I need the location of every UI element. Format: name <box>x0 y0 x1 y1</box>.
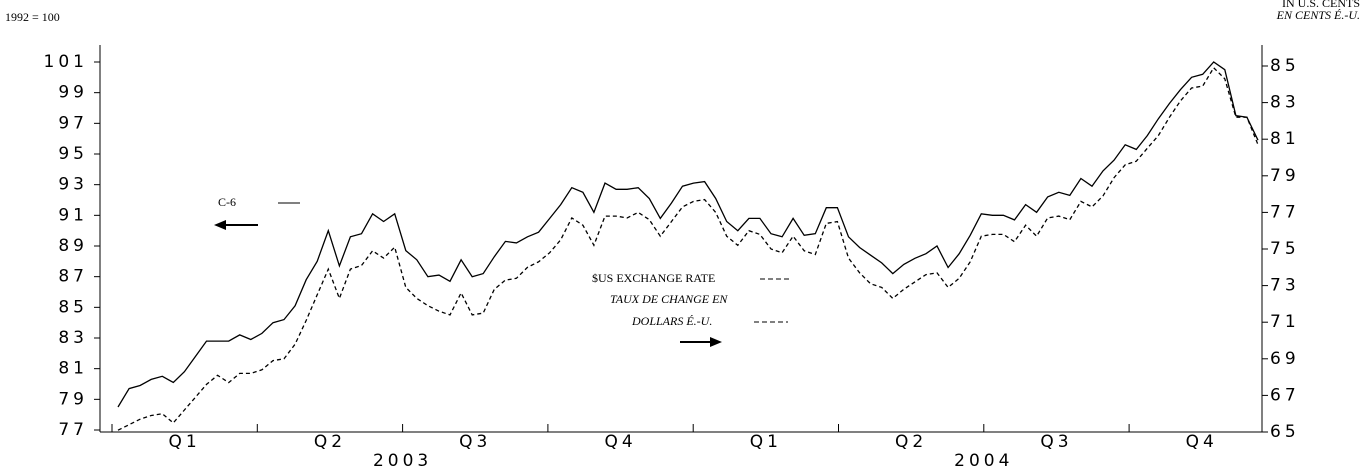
series-line <box>117 66 1259 431</box>
series-line <box>117 61 1259 408</box>
y2-tick-label: 71 <box>1270 312 1300 332</box>
legend-label: $US EXCHANGE RATE <box>592 271 715 285</box>
y-tick-label: 91 <box>58 205 88 225</box>
year-label: 2004 <box>954 451 1013 470</box>
y2-tick-label: 75 <box>1270 239 1300 259</box>
x-tick-label: Q1 <box>750 432 782 452</box>
year-label: 2003 <box>373 451 432 470</box>
y-tick-label: 79 <box>58 389 88 409</box>
y2-tick-label: 81 <box>1270 129 1300 149</box>
y-tick-label: 77 <box>58 420 88 440</box>
x-tick-label: Q3 <box>1040 432 1072 452</box>
arrow-head <box>214 220 226 230</box>
y-tick-label: 95 <box>58 144 88 164</box>
y-tick-label: 101 <box>44 52 88 72</box>
right-note: EN CENTS É.-U. <box>1276 8 1360 22</box>
legend-label: TAUX DE CHANGE EN <box>610 292 728 306</box>
x-tick-label: Q1 <box>169 432 201 452</box>
y2-tick-label: 69 <box>1270 349 1300 369</box>
y2-tick-label: 83 <box>1270 93 1300 113</box>
x-tick-label: Q2 <box>314 432 346 452</box>
y2-tick-label: 79 <box>1270 166 1300 186</box>
legend-label: C-6 <box>218 195 236 209</box>
x-tick-label: Q2 <box>895 432 927 452</box>
y2-tick-label: 85 <box>1270 56 1300 76</box>
y2-tick-label: 77 <box>1270 202 1300 222</box>
x-tick-label: Q3 <box>459 432 491 452</box>
y-tick-label: 99 <box>58 83 88 103</box>
y-tick-label: 87 <box>58 267 88 287</box>
y-tick-label: 83 <box>58 328 88 348</box>
x-tick-label: Q4 <box>1186 432 1218 452</box>
y-tick-label: 89 <box>58 236 88 256</box>
y-tick-label: 85 <box>58 297 88 317</box>
left-note: 1992 = 100 <box>5 10 60 24</box>
y-tick-label: 93 <box>58 175 88 195</box>
y-tick-label: 97 <box>58 113 88 133</box>
x-tick-label: Q4 <box>604 432 636 452</box>
y2-tick-label: 67 <box>1270 385 1300 405</box>
y2-tick-label: 73 <box>1270 276 1300 296</box>
legend-label: DOLLARS É.-U. <box>631 314 712 328</box>
y-tick-label: 81 <box>58 359 88 379</box>
right-note: IN U.S. CENTS <box>1282 0 1360 10</box>
arrow-head <box>710 337 722 347</box>
y2-tick-label: 65 <box>1270 422 1300 442</box>
